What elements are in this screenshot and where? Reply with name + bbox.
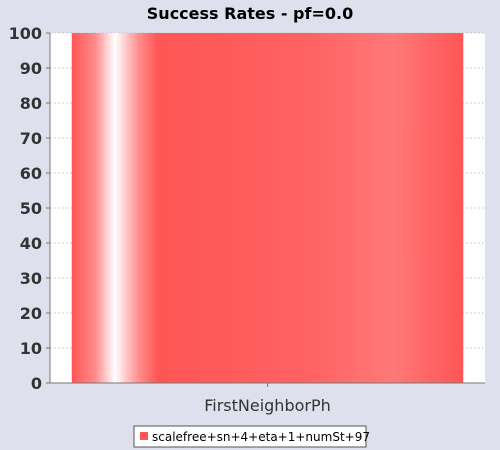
y-tick-label: 90 — [20, 59, 42, 78]
y-tick-label: 60 — [20, 164, 42, 183]
y-tick-label: 0 — [31, 374, 42, 393]
y-tick-label: 40 — [20, 234, 42, 253]
legend-box — [133, 425, 367, 448]
bars — [71, 33, 464, 383]
y-tick-label: 70 — [20, 129, 42, 148]
legend: scalefree+sn+4+eta+1+numSt+97 — [133, 425, 370, 448]
y-tick-label: 10 — [20, 339, 42, 358]
legend-label: scalefree+sn+4+eta+1+numSt+97 — [152, 430, 370, 444]
legend-swatch — [140, 432, 148, 440]
x-axis: FirstNeighborPh — [50, 382, 485, 415]
y-tick-label: 100 — [9, 24, 42, 43]
y-tick-label: 50 — [20, 199, 42, 218]
y-tick-label: 30 — [20, 269, 42, 288]
y-axis: 0 10 20 30 40 50 60 70 80 90 100 — [9, 24, 51, 393]
bar-FirstNeighborPh — [71, 33, 464, 383]
chart-title: Success Rates - pf=0.0 — [147, 4, 353, 23]
x-category-label: FirstNeighborPh — [204, 396, 331, 415]
y-tick-label: 80 — [20, 94, 42, 113]
y-tick-label: 20 — [20, 304, 42, 323]
